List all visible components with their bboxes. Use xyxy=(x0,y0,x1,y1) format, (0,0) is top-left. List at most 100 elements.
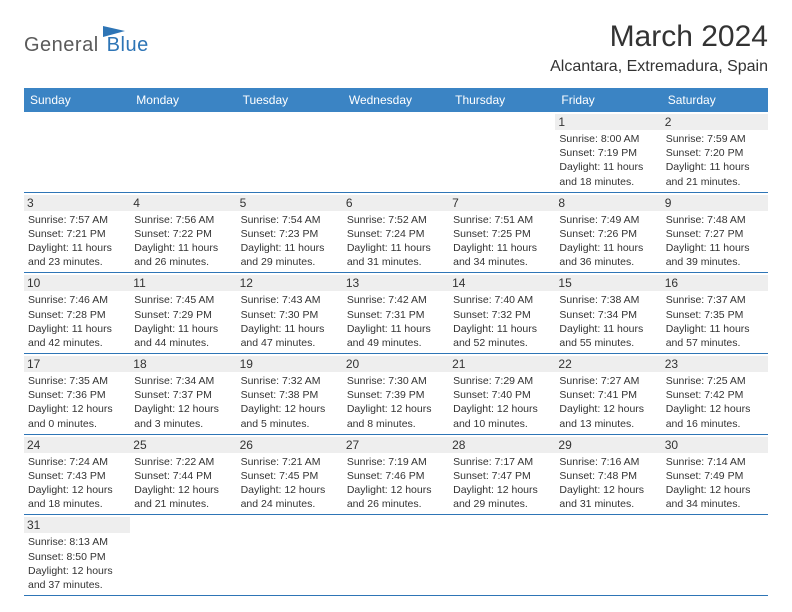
day-info: Sunrise: 7:57 AMSunset: 7:21 PMDaylight:… xyxy=(28,213,126,270)
daylight-text: Daylight: 11 hours and 29 minutes. xyxy=(241,241,339,269)
sunrise-text: Sunrise: 8:13 AM xyxy=(28,535,126,549)
calendar-day-cell: 20Sunrise: 7:30 AMSunset: 7:39 PMDayligh… xyxy=(343,354,449,435)
day-info: Sunrise: 8:00 AMSunset: 7:19 PMDaylight:… xyxy=(559,132,657,189)
daylight-text: Daylight: 12 hours and 8 minutes. xyxy=(347,402,445,430)
calendar-week-row: 17 Sunrise: 7:35 AMSunset: 7:36 PMDayligh… xyxy=(24,354,768,435)
sunset-text: Sunset: 7:30 PM xyxy=(241,308,339,322)
sunrise-text: Sunrise: 7:25 AM xyxy=(666,374,764,388)
sunset-text: Sunset: 7:25 PM xyxy=(453,227,551,241)
day-number: 7 xyxy=(449,195,555,211)
day-info: Sunrise: 7:17 AMSunset: 7:47 PMDaylight:… xyxy=(453,455,551,512)
calendar-day-cell: 6 Sunrise: 7:52 AMSunset: 7:24 PMDaylight… xyxy=(343,192,449,273)
sunset-text: Sunset: 8:50 PM xyxy=(28,550,126,564)
calendar-day-cell: 23Sunrise: 7:25 AMSunset: 7:42 PMDayligh… xyxy=(662,354,768,435)
daylight-text: Daylight: 11 hours and 18 minutes. xyxy=(559,160,657,188)
weekday-header: Wednesday xyxy=(343,88,449,112)
sunrise-text: Sunrise: 7:49 AM xyxy=(559,213,657,227)
sunset-text: Sunset: 7:43 PM xyxy=(28,469,126,483)
calendar-day-cell: 13Sunrise: 7:42 AMSunset: 7:31 PMDayligh… xyxy=(343,273,449,354)
day-info: Sunrise: 7:22 AMSunset: 7:44 PMDaylight:… xyxy=(134,455,232,512)
sunset-text: Sunset: 7:19 PM xyxy=(559,146,657,160)
sunset-text: Sunset: 7:32 PM xyxy=(453,308,551,322)
calendar-day-cell: 3 Sunrise: 7:57 AMSunset: 7:21 PMDaylight… xyxy=(24,192,130,273)
day-info: Sunrise: 7:46 AMSunset: 7:28 PMDaylight:… xyxy=(28,293,126,350)
sunrise-text: Sunrise: 7:24 AM xyxy=(28,455,126,469)
sunrise-text: Sunrise: 7:48 AM xyxy=(666,213,764,227)
calendar-day-cell xyxy=(237,515,343,596)
calendar-day-cell: 18 Sunrise: 7:34 AMSunset: 7:37 PMDayligh… xyxy=(130,354,236,435)
sunrise-text: Sunrise: 7:34 AM xyxy=(134,374,232,388)
calendar-day-cell xyxy=(130,112,236,192)
day-number: 16 xyxy=(662,275,768,291)
day-number: 1 xyxy=(555,114,661,130)
sunset-text: Sunset: 7:34 PM xyxy=(559,308,657,322)
day-info: Sunrise: 7:37 AMSunset: 7:35 PMDaylight:… xyxy=(666,293,764,350)
daylight-text: Daylight: 12 hours and 0 minutes. xyxy=(28,402,126,430)
day-number: 6 xyxy=(343,195,449,211)
day-info: Sunrise: 7:19 AMSunset: 7:46 PMDaylight:… xyxy=(347,455,445,512)
day-number: 13 xyxy=(343,275,449,291)
day-number: 4 xyxy=(130,195,236,211)
day-number: 15 xyxy=(555,275,661,291)
calendar-day-cell: 29Sunrise: 7:16 AMSunset: 7:48 PMDayligh… xyxy=(555,434,661,515)
sunrise-text: Sunrise: 7:54 AM xyxy=(241,213,339,227)
calendar-day-cell xyxy=(662,515,768,596)
daylight-text: Daylight: 11 hours and 57 minutes. xyxy=(666,322,764,350)
calendar-day-cell xyxy=(555,515,661,596)
day-info: Sunrise: 7:34 AMSunset: 7:37 PMDaylight:… xyxy=(134,374,232,431)
weekday-header-row: Sunday Monday Tuesday Wednesday Thursday… xyxy=(24,88,768,112)
sunset-text: Sunset: 7:48 PM xyxy=(559,469,657,483)
sunrise-text: Sunrise: 7:40 AM xyxy=(453,293,551,307)
sunset-text: Sunset: 7:22 PM xyxy=(134,227,232,241)
calendar-day-cell: 25Sunrise: 7:22 AMSunset: 7:44 PMDayligh… xyxy=(130,434,236,515)
calendar-day-cell: 17 Sunrise: 7:35 AMSunset: 7:36 PMDayligh… xyxy=(24,354,130,435)
calendar-day-cell xyxy=(449,112,555,192)
day-info: Sunrise: 7:54 AMSunset: 7:23 PMDaylight:… xyxy=(241,213,339,270)
daylight-text: Daylight: 12 hours and 37 minutes. xyxy=(28,564,126,592)
calendar-day-cell xyxy=(237,112,343,192)
weekday-header: Saturday xyxy=(662,88,768,112)
day-number: 3 xyxy=(24,195,130,211)
day-info: Sunrise: 7:52 AMSunset: 7:24 PMDaylight:… xyxy=(347,213,445,270)
day-number: 14 xyxy=(449,275,555,291)
sunrise-text: Sunrise: 7:35 AM xyxy=(28,374,126,388)
day-info: Sunrise: 7:21 AMSunset: 7:45 PMDaylight:… xyxy=(241,455,339,512)
day-info: Sunrise: 7:35 AMSunset: 7:36 PMDaylight:… xyxy=(28,374,126,431)
day-info: Sunrise: 7:25 AMSunset: 7:42 PMDaylight:… xyxy=(666,374,764,431)
daylight-text: Daylight: 12 hours and 5 minutes. xyxy=(241,402,339,430)
sunrise-text: Sunrise: 7:51 AM xyxy=(453,213,551,227)
day-number: 17 xyxy=(24,356,130,372)
calendar-day-cell: 2Sunrise: 7:59 AMSunset: 7:20 PMDaylight… xyxy=(662,112,768,192)
day-number: 28 xyxy=(449,437,555,453)
day-number: 9 xyxy=(662,195,768,211)
sunset-text: Sunset: 7:47 PM xyxy=(453,469,551,483)
daylight-text: Daylight: 11 hours and 44 minutes. xyxy=(134,322,232,350)
sunset-text: Sunset: 7:39 PM xyxy=(347,388,445,402)
day-number: 30 xyxy=(662,437,768,453)
day-info: Sunrise: 7:56 AMSunset: 7:22 PMDaylight:… xyxy=(134,213,232,270)
sunrise-text: Sunrise: 8:00 AM xyxy=(559,132,657,146)
day-number: 10 xyxy=(24,275,130,291)
sunset-text: Sunset: 7:29 PM xyxy=(134,308,232,322)
calendar-day-cell: 5Sunrise: 7:54 AMSunset: 7:23 PMDaylight… xyxy=(237,192,343,273)
calendar-day-cell: 8Sunrise: 7:49 AMSunset: 7:26 PMDaylight… xyxy=(555,192,661,273)
calendar-day-cell: 4 Sunrise: 7:56 AMSunset: 7:22 PMDaylight… xyxy=(130,192,236,273)
sunrise-text: Sunrise: 7:42 AM xyxy=(347,293,445,307)
daylight-text: Daylight: 11 hours and 52 minutes. xyxy=(453,322,551,350)
sunset-text: Sunset: 7:21 PM xyxy=(28,227,126,241)
sunrise-text: Sunrise: 7:14 AM xyxy=(666,455,764,469)
calendar-day-cell: 16 Sunrise: 7:37 AMSunset: 7:35 PMDayligh… xyxy=(662,273,768,354)
calendar-body: 1Sunrise: 8:00 AMSunset: 7:19 PMDaylight… xyxy=(24,112,768,596)
title-block: March 2024 Alcantara, Extremadura, Spain xyxy=(550,20,768,76)
calendar-day-cell: 10 Sunrise: 7:46 AMSunset: 7:28 PMDayligh… xyxy=(24,273,130,354)
sunset-text: Sunset: 7:38 PM xyxy=(241,388,339,402)
sunset-text: Sunset: 7:49 PM xyxy=(666,469,764,483)
daylight-text: Daylight: 12 hours and 24 minutes. xyxy=(241,483,339,511)
daylight-text: Daylight: 12 hours and 34 minutes. xyxy=(666,483,764,511)
day-info: Sunrise: 7:29 AMSunset: 7:40 PMDaylight:… xyxy=(453,374,551,431)
sunset-text: Sunset: 7:28 PM xyxy=(28,308,126,322)
day-number: 18 xyxy=(130,356,236,372)
daylight-text: Daylight: 11 hours and 47 minutes. xyxy=(241,322,339,350)
day-info: Sunrise: 7:51 AMSunset: 7:25 PMDaylight:… xyxy=(453,213,551,270)
day-number: 11 xyxy=(130,275,236,291)
